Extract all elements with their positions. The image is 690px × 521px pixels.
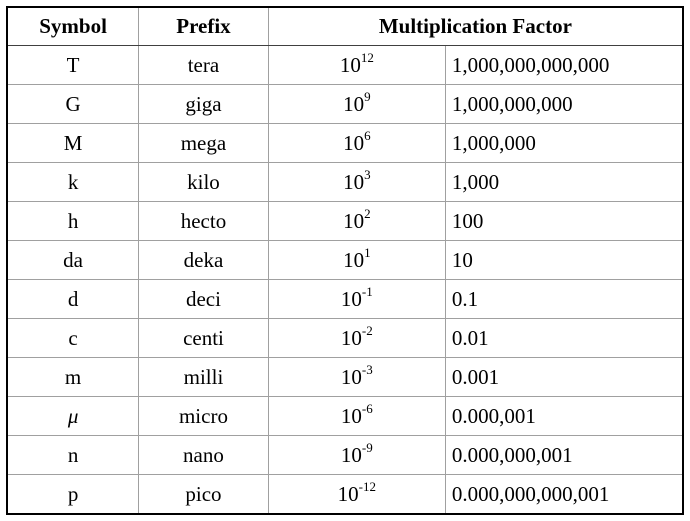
- power-exp: 1: [364, 245, 371, 260]
- cell-power: 102: [268, 202, 445, 241]
- cell-power: 10-3: [268, 358, 445, 397]
- table-row: Mmega1061,000,000: [7, 124, 683, 163]
- power-exp: 3: [364, 167, 371, 182]
- power-exp: -9: [362, 440, 373, 455]
- cell-symbol: k: [7, 163, 139, 202]
- table-row: ccenti10-20.01: [7, 319, 683, 358]
- power-base: 10: [343, 170, 364, 194]
- power-exp: 2: [364, 206, 371, 221]
- cell-decimal: 0.1: [445, 280, 683, 319]
- table-body: Ttera10121,000,000,000,000Ggiga1091,000,…: [7, 46, 683, 515]
- power-base: 10: [341, 287, 362, 311]
- cell-prefix: nano: [139, 436, 269, 475]
- power-base: 10: [341, 326, 362, 350]
- cell-decimal: 0.001: [445, 358, 683, 397]
- cell-symbol: m: [7, 358, 139, 397]
- power-exp: -2: [362, 323, 373, 338]
- cell-decimal: 1,000: [445, 163, 683, 202]
- cell-symbol: d: [7, 280, 139, 319]
- cell-decimal: 0.000,001: [445, 397, 683, 436]
- power-exp: -3: [362, 362, 373, 377]
- cell-prefix: hecto: [139, 202, 269, 241]
- cell-prefix: tera: [139, 46, 269, 85]
- table-row: nnano10-90.000,000,001: [7, 436, 683, 475]
- cell-prefix: centi: [139, 319, 269, 358]
- power-base: 10: [338, 482, 359, 506]
- table-row: Ttera10121,000,000,000,000: [7, 46, 683, 85]
- cell-prefix: deka: [139, 241, 269, 280]
- cell-power: 10-9: [268, 436, 445, 475]
- cell-power: 10-1: [268, 280, 445, 319]
- cell-decimal: 0.000,000,000,001: [445, 475, 683, 515]
- table-row: ppico10-120.000,000,000,001: [7, 475, 683, 515]
- table-row: mmilli10-30.001: [7, 358, 683, 397]
- power-base: 10: [341, 404, 362, 428]
- si-prefix-table: Symbol Prefix Multiplication Factor Tter…: [6, 6, 684, 515]
- power-base: 10: [343, 131, 364, 155]
- power-exp: -6: [362, 401, 373, 416]
- cell-symbol: c: [7, 319, 139, 358]
- cell-decimal: 0.000,000,001: [445, 436, 683, 475]
- power-base: 10: [340, 53, 361, 77]
- cell-power: 101: [268, 241, 445, 280]
- cell-decimal: 1,000,000,000: [445, 85, 683, 124]
- power-base: 10: [343, 248, 364, 272]
- cell-symbol: μ: [7, 397, 139, 436]
- cell-prefix: milli: [139, 358, 269, 397]
- header-symbol: Symbol: [7, 7, 139, 46]
- table-row: dadeka10110: [7, 241, 683, 280]
- power-exp: -1: [362, 284, 373, 299]
- cell-decimal: 1,000,000,000,000: [445, 46, 683, 85]
- cell-power: 10-6: [268, 397, 445, 436]
- power-exp: -12: [359, 479, 376, 494]
- cell-power: 109: [268, 85, 445, 124]
- cell-symbol: n: [7, 436, 139, 475]
- table-row: hhecto102100: [7, 202, 683, 241]
- header-prefix: Prefix: [139, 7, 269, 46]
- header-row: Symbol Prefix Multiplication Factor: [7, 7, 683, 46]
- cell-decimal: 1,000,000: [445, 124, 683, 163]
- cell-symbol: da: [7, 241, 139, 280]
- header-multiplication: Multiplication Factor: [268, 7, 683, 46]
- cell-power: 10-2: [268, 319, 445, 358]
- power-base: 10: [341, 443, 362, 467]
- power-exp: 6: [364, 128, 371, 143]
- cell-decimal: 100: [445, 202, 683, 241]
- cell-power: 106: [268, 124, 445, 163]
- power-base: 10: [343, 92, 364, 116]
- cell-symbol: h: [7, 202, 139, 241]
- cell-symbol: G: [7, 85, 139, 124]
- cell-prefix: giga: [139, 85, 269, 124]
- table-row: μmicro10-60.000,001: [7, 397, 683, 436]
- cell-prefix: pico: [139, 475, 269, 515]
- cell-decimal: 10: [445, 241, 683, 280]
- cell-symbol: M: [7, 124, 139, 163]
- cell-prefix: micro: [139, 397, 269, 436]
- cell-prefix: kilo: [139, 163, 269, 202]
- power-base: 10: [341, 365, 362, 389]
- table-row: Ggiga1091,000,000,000: [7, 85, 683, 124]
- cell-power: 1012: [268, 46, 445, 85]
- cell-power: 10-12: [268, 475, 445, 515]
- power-base: 10: [343, 209, 364, 233]
- power-exp: 9: [364, 89, 371, 104]
- cell-prefix: deci: [139, 280, 269, 319]
- power-exp: 12: [361, 50, 374, 65]
- table-row: ddeci10-10.1: [7, 280, 683, 319]
- cell-symbol: T: [7, 46, 139, 85]
- table-row: kkilo1031,000: [7, 163, 683, 202]
- cell-symbol: p: [7, 475, 139, 515]
- cell-decimal: 0.01: [445, 319, 683, 358]
- cell-power: 103: [268, 163, 445, 202]
- cell-prefix: mega: [139, 124, 269, 163]
